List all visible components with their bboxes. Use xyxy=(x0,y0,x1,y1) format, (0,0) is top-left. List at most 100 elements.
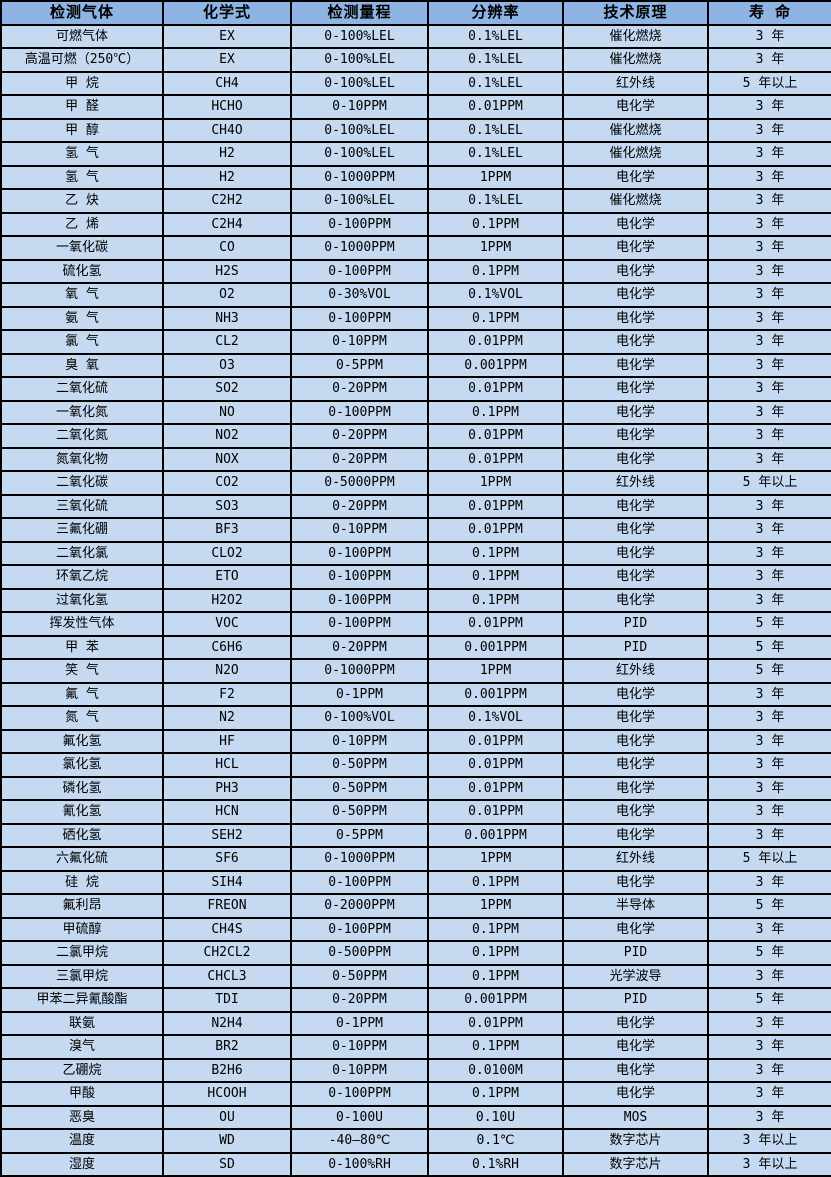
cell-technical-principle: 电化学 xyxy=(562,728,709,754)
cell-lifespan: 3 年 xyxy=(707,587,831,613)
cell-detection-range: 0-10PPM xyxy=(290,728,429,754)
cell-resolution: 0.1%VOL xyxy=(427,282,564,308)
table-row: 臭 氧 O3 0-5PPM 0.001PPM 电化学 3 年 xyxy=(0,352,831,378)
header-row: 检测气体 化学式 检测量程 分辨率 技术原理 寿 命 xyxy=(0,0,831,26)
cell-lifespan: 3 年 xyxy=(707,282,831,308)
cell-resolution: 0.1PPM xyxy=(427,211,564,237)
cell-chemical-formula: PH3 xyxy=(162,775,292,801)
table-row: 三氟化硼 BF3 0-10PPM 0.01PPM 电化学 3 年 xyxy=(0,517,831,543)
cell-detection-range: 0-20PPM xyxy=(290,493,429,519)
cell-technical-principle: PID xyxy=(562,634,709,660)
cell-detection-range: 0-1PPM xyxy=(290,681,429,707)
cell-technical-principle: 电化学 xyxy=(562,1081,709,1107)
cell-detection-range: 0-100U xyxy=(290,1104,429,1130)
cell-detection-range: 0-100%LEL xyxy=(290,23,429,49)
cell-resolution: 0.01PPM xyxy=(427,94,564,120)
cell-detection-range: 0-20PPM xyxy=(290,423,429,449)
cell-detection-range: 0-10PPM xyxy=(290,1034,429,1060)
cell-gas-name: 一氧化氮 xyxy=(0,399,164,425)
cell-chemical-formula: H2 xyxy=(162,141,292,167)
cell-detection-range: 0-100PPM xyxy=(290,399,429,425)
cell-lifespan: 3 年 xyxy=(707,775,831,801)
cell-gas-name: 甲硫醇 xyxy=(0,916,164,942)
cell-lifespan: 3 年 xyxy=(707,540,831,566)
cell-gas-name: 二氧化氮 xyxy=(0,423,164,449)
cell-detection-range: 0-100PPM xyxy=(290,916,429,942)
cell-technical-principle: 催化燃烧 xyxy=(562,47,709,73)
cell-detection-range: 0-1000PPM xyxy=(290,846,429,872)
table-row: 甲 醛 HCHO 0-10PPM 0.01PPM 电化学 3 年 xyxy=(0,94,831,120)
cell-gas-name: 一氧化碳 xyxy=(0,235,164,261)
cell-gas-name: 氮氧化物 xyxy=(0,446,164,472)
header-cell-lifespan: 寿 命 xyxy=(707,0,831,26)
cell-chemical-formula: NOX xyxy=(162,446,292,472)
cell-gas-name: 二氧化硫 xyxy=(0,376,164,402)
table-row: 温度 WD -40—80℃ 0.1℃ 数字芯片 3 年以上 xyxy=(0,1128,831,1154)
cell-resolution: 0.001PPM xyxy=(427,681,564,707)
cell-lifespan: 3 年 xyxy=(707,305,831,331)
cell-detection-range: 0-50PPM xyxy=(290,799,429,825)
cell-chemical-formula: WD xyxy=(162,1128,292,1154)
table-row: 三氧化硫 SO3 0-20PPM 0.01PPM 电化学 3 年 xyxy=(0,493,831,519)
cell-resolution: 1PPM xyxy=(427,893,564,919)
cell-chemical-formula: HF xyxy=(162,728,292,754)
table-row: 甲酸 HCOOH 0-100PPM 0.1PPM 电化学 3 年 xyxy=(0,1081,831,1107)
cell-chemical-formula: CO xyxy=(162,235,292,261)
cell-lifespan: 3 年 xyxy=(707,916,831,942)
cell-detection-range: 0-1PPM xyxy=(290,1010,429,1036)
cell-resolution: 0.01PPM xyxy=(427,329,564,355)
table-row: 环氧乙烷 ETO 0-100PPM 0.1PPM 电化学 3 年 xyxy=(0,564,831,590)
cell-technical-principle: 电化学 xyxy=(562,1057,709,1083)
cell-technical-principle: MOS xyxy=(562,1104,709,1130)
cell-lifespan: 3 年 xyxy=(707,47,831,73)
table-row: 恶臭 OU 0-100U 0.10U MOS 3 年 xyxy=(0,1104,831,1130)
cell-gas-name: 氢 气 xyxy=(0,164,164,190)
cell-gas-name: 恶臭 xyxy=(0,1104,164,1130)
cell-detection-range: 0-100PPM xyxy=(290,540,429,566)
cell-resolution: 0.01PPM xyxy=(427,775,564,801)
cell-technical-principle: 红外线 xyxy=(562,470,709,496)
cell-resolution: 0.001PPM xyxy=(427,987,564,1013)
cell-detection-range: 0-10PPM xyxy=(290,329,429,355)
cell-chemical-formula: C6H6 xyxy=(162,634,292,660)
table-row: 挥发性气体 VOC 0-100PPM 0.01PPM PID 5 年 xyxy=(0,611,831,637)
cell-gas-name: 甲 烷 xyxy=(0,70,164,96)
table-row: 氢 气 H2 0-1000PPM 1PPM 电化学 3 年 xyxy=(0,164,831,190)
cell-resolution: 0.1PPM xyxy=(427,963,564,989)
cell-lifespan: 3 年 xyxy=(707,728,831,754)
cell-resolution: 0.01PPM xyxy=(427,1010,564,1036)
cell-lifespan: 3 年 xyxy=(707,141,831,167)
header-cell-formula: 化学式 xyxy=(162,0,292,26)
cell-technical-principle: 电化学 xyxy=(562,376,709,402)
cell-technical-principle: PID xyxy=(562,611,709,637)
cell-chemical-formula: H2 xyxy=(162,164,292,190)
cell-resolution: 0.1PPM xyxy=(427,399,564,425)
table-row: 二氧化氯 CLO2 0-100PPM 0.1PPM 电化学 3 年 xyxy=(0,540,831,566)
cell-technical-principle: 电化学 xyxy=(562,517,709,543)
cell-technical-principle: PID xyxy=(562,940,709,966)
cell-resolution: 0.1PPM xyxy=(427,940,564,966)
cell-resolution: 0.1%LEL xyxy=(427,188,564,214)
cell-lifespan: 3 年 xyxy=(707,329,831,355)
cell-resolution: 0.1PPM xyxy=(427,587,564,613)
cell-lifespan: 3 年 xyxy=(707,399,831,425)
cell-detection-range: 0-100%LEL xyxy=(290,47,429,73)
cell-detection-range: 0-100PPM xyxy=(290,211,429,237)
cell-resolution: 0.1PPM xyxy=(427,869,564,895)
cell-technical-principle: 电化学 xyxy=(562,352,709,378)
cell-lifespan: 3 年 xyxy=(707,446,831,472)
cell-gas-name: 甲 醛 xyxy=(0,94,164,120)
cell-resolution: 0.10U xyxy=(427,1104,564,1130)
table-row: 一氧化碳 CO 0-1000PPM 1PPM 电化学 3 年 xyxy=(0,235,831,261)
cell-resolution: 0.01PPM xyxy=(427,493,564,519)
cell-gas-name: 氯 气 xyxy=(0,329,164,355)
cell-gas-name: 氯化氢 xyxy=(0,752,164,778)
table-row: 二氯甲烷 CH2CL2 0-500PPM 0.1PPM PID 5 年 xyxy=(0,940,831,966)
cell-detection-range: 0-5000PPM xyxy=(290,470,429,496)
table-row: 甲 烷 CH4 0-100%LEL 0.1%LEL 红外线 5 年以上 xyxy=(0,70,831,96)
cell-resolution: 0.01PPM xyxy=(427,423,564,449)
cell-detection-range: 0-20PPM xyxy=(290,987,429,1013)
cell-lifespan: 3 年 xyxy=(707,376,831,402)
cell-chemical-formula: NO2 xyxy=(162,423,292,449)
cell-resolution: 0.1%LEL xyxy=(427,117,564,143)
